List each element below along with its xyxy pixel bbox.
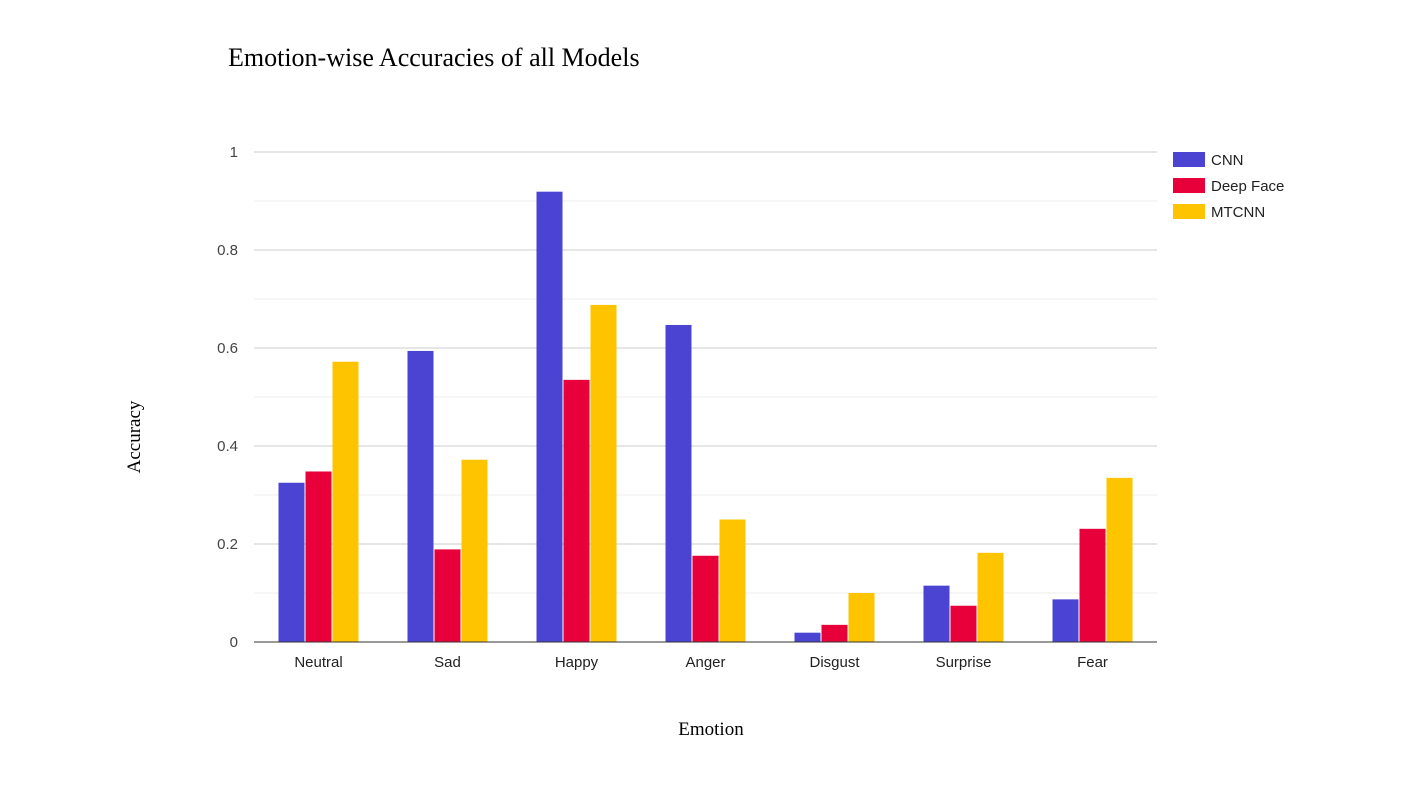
x-axis-title: Emotion	[678, 719, 744, 740]
legend-label: CNN	[1211, 152, 1244, 169]
legend-swatch	[1173, 204, 1205, 219]
bar-mtcnn-fear	[1106, 477, 1133, 642]
legend: CNN Deep Face MTCNN	[1173, 152, 1284, 221]
bar-deep-face-fear	[1079, 528, 1106, 642]
bar-mtcnn-happy	[590, 304, 617, 642]
x-axis-categories: Neutral Sad Happy Anger Disgust Surprise Fear	[294, 654, 1108, 671]
bars	[278, 191, 1133, 642]
y-tick-label: 0.6	[217, 340, 238, 357]
y-tick-label: 0.4	[217, 438, 238, 455]
x-tick-label: Disgust	[809, 654, 860, 671]
legend-swatch	[1173, 152, 1205, 167]
bar-cnn-neutral	[278, 482, 305, 642]
x-tick-label: Neutral	[294, 654, 342, 671]
legend-label: MTCNN	[1211, 204, 1265, 221]
legend-swatch	[1173, 178, 1205, 193]
bar-mtcnn-anger	[719, 519, 746, 642]
bar-deep-face-anger	[692, 555, 719, 642]
bar-deep-face-disgust	[821, 624, 848, 642]
y-tick-label: 0.2	[217, 536, 238, 553]
bar-mtcnn-surprise	[977, 552, 1004, 642]
legend-label: Deep Face	[1211, 178, 1284, 195]
gridlines	[254, 151, 1157, 594]
y-axis-ticks: 0 0.2 0.4 0.6 0.8 1	[217, 144, 238, 651]
bar-cnn-happy	[536, 191, 563, 642]
bar-mtcnn-sad	[461, 459, 488, 642]
bar-cnn-disgust	[794, 632, 821, 642]
y-tick-label: 1	[230, 144, 238, 161]
bar-deep-face-happy	[563, 379, 590, 642]
x-tick-label: Sad	[434, 654, 461, 671]
bar-cnn-surprise	[923, 585, 950, 642]
x-tick-label: Happy	[555, 654, 599, 671]
y-axis-title: Accuracy	[124, 400, 145, 473]
bar-cnn-fear	[1052, 599, 1079, 642]
x-tick-label: Surprise	[936, 654, 992, 671]
y-tick-label: 0	[230, 634, 238, 651]
x-tick-label: Anger	[685, 654, 725, 671]
bar-deep-face-neutral	[305, 471, 332, 642]
bar-deep-face-sad	[434, 549, 461, 642]
chart-title: Emotion-wise Accuracies of all Models	[228, 43, 640, 72]
bar-mtcnn-neutral	[332, 361, 359, 642]
bar-mtcnn-disgust	[848, 593, 875, 642]
x-tick-label: Fear	[1077, 654, 1108, 671]
bar-cnn-sad	[407, 350, 434, 642]
bar-cnn-anger	[665, 324, 692, 642]
bar-deep-face-surprise	[950, 605, 977, 642]
y-tick-label: 0.8	[217, 242, 238, 259]
